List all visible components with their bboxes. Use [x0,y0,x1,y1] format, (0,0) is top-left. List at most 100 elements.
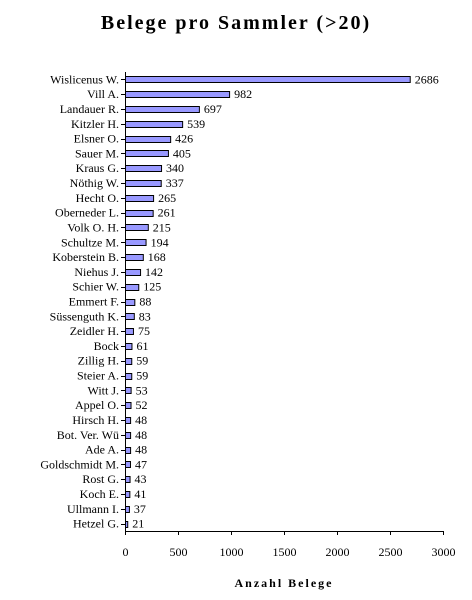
x-tick-label: 3000 [432,545,456,559]
category-label: Emmert F. [69,295,119,309]
category-label: Schier W. [72,280,119,294]
category-label: Wislicenus W. [50,72,119,86]
category-label: Landauer R. [60,102,119,116]
bar [125,417,132,424]
bar [125,91,231,98]
x-axis-label: Anzahl Belege [235,576,334,590]
category-label: Oberneder L. [55,206,119,220]
data-label: 215 [153,220,171,234]
data-label: 168 [148,250,166,264]
data-label: 697 [204,102,222,116]
category-label: Kitzler H. [71,117,119,131]
category-label: Vill A. [87,87,119,101]
data-label: 982 [234,87,252,101]
data-label: 142 [145,265,163,279]
x-tick-label: 0 [123,545,129,559]
x-tick-label: 1500 [273,545,297,559]
data-label: 125 [143,280,161,294]
bar [125,358,133,365]
data-label: 2686 [415,72,439,86]
bar [125,254,144,261]
data-label: 47 [135,457,147,471]
bar [125,343,133,350]
category-label: Süssenguth K. [50,309,119,323]
bar [125,447,132,454]
category-label: Koberstein B. [52,250,119,264]
data-label: 405 [173,146,191,160]
category-label: Kraus G. [76,161,119,175]
bar [125,150,169,157]
data-label: 21 [132,517,144,531]
chart-title: Belege pro Sammler (>20) [101,12,371,34]
bar [125,76,411,83]
x-tick-label: 500 [170,545,188,559]
data-label: 75 [138,324,150,338]
data-label: 59 [136,369,148,383]
category-label: Ade A. [85,443,119,457]
bar [125,328,134,335]
data-label: 340 [166,161,184,175]
data-label: 53 [136,383,148,397]
category-label: Zillig H. [78,354,119,368]
x-tick-label: 2500 [379,545,403,559]
bar [125,210,154,217]
bar [125,387,132,394]
bar [125,136,172,143]
bar [125,476,131,483]
x-axis-ticks: 0 500 1000 1500 2000 2500 3000 [123,531,456,559]
category-label: Hirsch H. [72,413,119,427]
bar [125,313,135,320]
category-label: Nöthig W. [70,176,119,190]
bar [125,121,184,128]
bar [125,491,131,498]
data-label: 539 [187,117,205,131]
bar [125,180,162,187]
bar [125,299,136,306]
data-label: 426 [175,132,193,146]
category-label: Rost G. [82,472,119,486]
category-label: Schultze M. [61,235,119,249]
plot-area: Wislicenus W. 2686 Vill A. 982 Landauer R. 69… [40,72,438,530]
bar [125,269,142,276]
category-label: Steier A. [77,369,119,383]
data-label: 337 [166,176,184,190]
data-label: 48 [135,413,147,427]
x-tick-label: 2000 [326,545,350,559]
category-label: Zeidler H. [70,324,119,338]
data-label: 194 [151,235,169,249]
category-label: Hecht O. [76,191,119,205]
category-label: Appel O. [75,398,119,412]
bar [125,432,132,439]
x-tick-label: 1000 [220,545,244,559]
bar [125,224,149,231]
category-label: Witt J. [87,383,119,397]
category-label: Hetzel G. [73,517,119,531]
data-label: 61 [136,339,148,353]
category-label: Niehus J. [74,265,119,279]
data-label: 88 [139,295,151,309]
category-label: Elsner O. [74,132,119,146]
data-label: 43 [135,472,147,486]
bar [125,106,200,113]
category-label: Bot. Ver. Wü [57,428,119,442]
category-label: Ullmann I. [67,502,119,516]
data-label: 48 [135,443,147,457]
category-label: Bock [94,339,119,353]
data-label: 37 [134,502,146,516]
data-label: 265 [158,191,176,205]
bar [125,284,140,291]
data-label: 48 [135,428,147,442]
bar [125,461,131,468]
category-label: Koch E. [80,487,119,501]
data-label: 83 [139,309,151,323]
category-label: Volk O. H. [67,220,119,234]
category-label: Goldschmidt M. [40,457,119,471]
data-label: 261 [158,206,176,220]
bar [125,165,163,172]
bar [125,195,155,202]
category-label: Sauer M. [75,146,119,160]
data-label: 52 [136,398,148,412]
data-label: 41 [134,487,146,501]
bar [125,506,130,513]
